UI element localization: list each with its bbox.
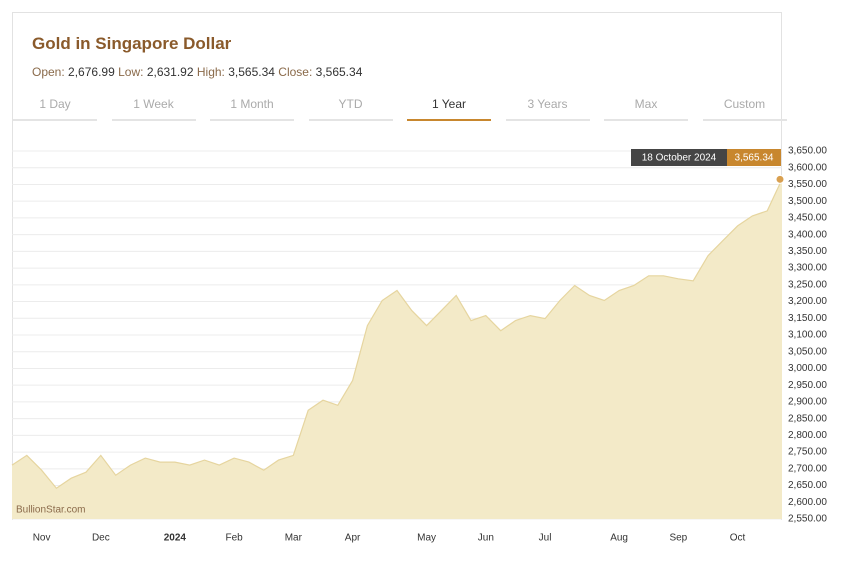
- stat-value: 3,565.34: [228, 65, 275, 79]
- tooltip-value-box: [727, 149, 781, 166]
- stat-label: Close:: [278, 65, 313, 79]
- x-tick-label: 2024: [164, 533, 187, 544]
- x-tick-label: Aug: [610, 533, 628, 544]
- y-tick-label: 2,600.00: [788, 497, 827, 508]
- last-point: [775, 174, 785, 184]
- y-tick-label: 3,150.00: [788, 313, 827, 324]
- range-tab[interactable]: Max: [604, 97, 688, 121]
- y-tick-label: 3,400.00: [788, 229, 827, 240]
- y-tick-label: 2,550.00: [788, 514, 827, 525]
- y-tick-label: 3,600.00: [788, 162, 827, 173]
- x-tick-label: Feb: [225, 533, 243, 544]
- x-tick-label: Jun: [478, 533, 494, 544]
- range-tab[interactable]: 1 Day: [13, 97, 97, 121]
- y-tick-label: 3,250.00: [788, 279, 827, 290]
- y-tick-label: 3,000.00: [788, 363, 827, 374]
- y-tick-label: 3,300.00: [788, 263, 827, 274]
- y-tick-label: 3,200.00: [788, 296, 827, 307]
- x-tick-label: Sep: [669, 533, 687, 544]
- y-tick-label: 2,850.00: [788, 413, 827, 424]
- y-tick-label: 2,650.00: [788, 480, 827, 491]
- stat-label: Open:: [32, 65, 65, 79]
- x-tick-label: May: [417, 533, 436, 544]
- y-tick-label: 2,950.00: [788, 380, 827, 391]
- tooltip-date-box: [631, 149, 727, 166]
- range-tab[interactable]: YTD: [308, 97, 393, 121]
- y-tick-label: 2,700.00: [788, 463, 827, 474]
- x-tick-label: Dec: [92, 533, 110, 544]
- area: [12, 179, 782, 520]
- chart-title: Gold in Singapore Dollar: [32, 34, 232, 53]
- x-tick-label: Oct: [730, 533, 746, 544]
- range-tab[interactable]: 1 Year: [407, 97, 491, 121]
- range-tab[interactable]: 3 Years: [505, 97, 590, 121]
- y-tick-label: 2,750.00: [788, 447, 827, 458]
- x-tick-label: Apr: [345, 533, 361, 544]
- y-tick-label: 2,800.00: [788, 430, 827, 441]
- range-tab[interactable]: 1 Week: [111, 97, 196, 121]
- tooltip-value: 3,565.34: [735, 153, 774, 164]
- y-tick-label: 3,500.00: [788, 196, 827, 207]
- y-tick-label: 2,900.00: [788, 397, 827, 408]
- y-tick-label: 3,050.00: [788, 346, 827, 357]
- chart-card: Gold in Singapore Dollar Open: 2,676.99 …: [12, 12, 787, 520]
- x-tick-label: Mar: [285, 533, 303, 544]
- y-tick-label: 3,100.00: [788, 330, 827, 341]
- y-tick-label: 3,550.00: [788, 179, 827, 190]
- stat-value: 2,631.92: [146, 65, 194, 79]
- y-tick-label: 3,450.00: [788, 213, 827, 224]
- range-tabs: 1 Day 1 Week 1 Month YTD 1 Year 3 Years Max Cus…: [13, 97, 787, 121]
- stats: Open: 2,676.99 Low: 2,631.92 High: 3,565…: [32, 65, 362, 79]
- stat-value: 3,565.34: [315, 65, 363, 79]
- x-tick-label: Jul: [539, 533, 552, 544]
- stat-value: 2,676.99: [68, 65, 115, 79]
- y-tick-label: 3,650.00: [788, 146, 827, 157]
- tooltip-date: 18 October 2024: [642, 153, 717, 164]
- watermark: BullionStar.com: [16, 505, 85, 516]
- x-tick-label: Nov: [33, 533, 51, 544]
- y-tick-label: 3,350.00: [788, 246, 827, 257]
- range-tab[interactable]: Custom: [702, 97, 787, 121]
- line: [11, 179, 783, 490]
- stat-label: High:: [196, 65, 225, 79]
- range-tab[interactable]: 1 Month: [210, 97, 294, 121]
- stat-label: Low:: [118, 65, 144, 79]
